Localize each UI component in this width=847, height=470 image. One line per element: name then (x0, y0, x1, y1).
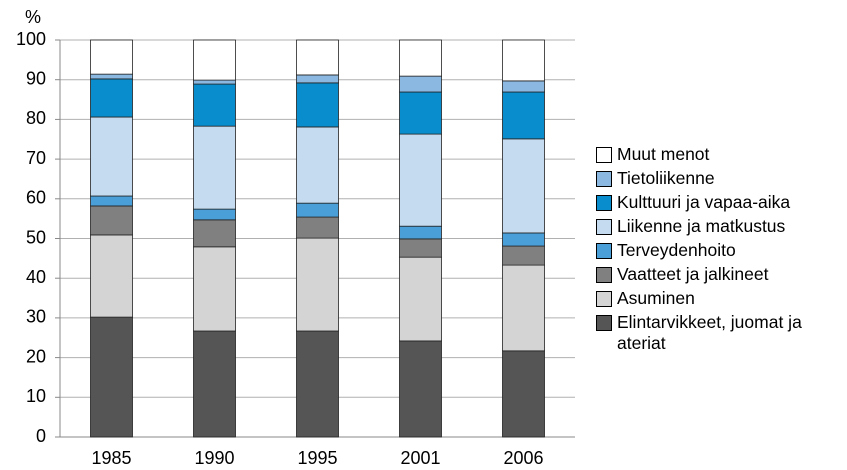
legend-label: Kulttuuri ja vapaa-aika (617, 192, 791, 212)
legend-swatch (596, 171, 612, 187)
legend-swatch (596, 315, 612, 331)
bar-segment (399, 256, 442, 342)
y-tick-label: 70 (26, 148, 46, 168)
bar-segment (502, 91, 545, 140)
y-tick-label: 100 (16, 29, 46, 49)
legend-item: Asuminen (596, 288, 845, 309)
legend-label: Muut menot (617, 144, 710, 164)
legend-label: Elintarvikkeet, juomat ja ateriat (617, 312, 802, 353)
bar-segment (399, 133, 442, 227)
bar-segment (502, 138, 545, 234)
bar-segment (193, 39, 236, 81)
legend-swatch (596, 267, 612, 283)
legend-item: Elintarvikkeet, juomat ja ateriat (596, 312, 845, 354)
legend-swatch (596, 195, 612, 211)
bar-segment (399, 91, 442, 135)
bar-segment (296, 237, 339, 332)
legend-item: Tietoliikenne (596, 168, 845, 189)
bar-segment (296, 74, 339, 84)
y-axis-label: % (25, 7, 41, 27)
x-tick-label: 2001 (400, 448, 440, 468)
legend-item: Liikenne ja matkustus (596, 216, 845, 237)
y-tick-label: 20 (26, 346, 46, 366)
legend-swatch (596, 291, 612, 307)
bar-segment (90, 116, 133, 197)
bar-segment (296, 202, 339, 218)
bar-segment (399, 75, 442, 93)
legend-item: Vaatteet ja jalkineet (596, 264, 845, 285)
y-tick-label: 10 (26, 386, 46, 406)
bar-segment (90, 205, 133, 236)
bar-segment (502, 245, 545, 266)
bar-segment (502, 232, 545, 247)
legend: Muut menot Tietoliikenne Kulttuuri ja vapa… (596, 144, 845, 357)
bar-segment (193, 330, 236, 438)
bar-segment (296, 82, 339, 128)
y-tick-label: 50 (26, 227, 46, 247)
bar-segment (399, 39, 442, 77)
bar-segment (399, 340, 442, 438)
y-tick-label: 90 (26, 68, 46, 88)
bar-segment (502, 264, 545, 352)
x-tick-label: 1990 (194, 448, 234, 468)
legend-item: Muut menot (596, 144, 845, 165)
legend-label: Asuminen (617, 288, 695, 308)
bar-segment (502, 39, 545, 82)
x-tick-label: 2006 (503, 448, 543, 468)
bar-segment (296, 330, 339, 438)
bar-segment (296, 39, 339, 76)
bar-segment (90, 195, 133, 207)
bar-segment (296, 126, 339, 204)
bar-segment (193, 79, 236, 85)
y-tick-label: 60 (26, 188, 46, 208)
bar-segment (193, 125, 236, 210)
legend-label: Vaatteet ja jalkineet (617, 264, 769, 284)
legend-label: Tietoliikenne (617, 168, 715, 188)
y-tick-label: 80 (26, 108, 46, 128)
legend-swatch (596, 147, 612, 163)
bar-segment (90, 78, 133, 118)
bar-segment (502, 80, 545, 93)
legend-label: Terveydenhoito (617, 240, 736, 260)
legend-swatch (596, 243, 612, 259)
legend-label: Liikenne ja matkustus (617, 216, 786, 236)
bar-segment (90, 316, 133, 438)
bar-segment (399, 225, 442, 240)
bar-segment (502, 350, 545, 438)
bar-segment (296, 216, 339, 239)
bar-segment (193, 219, 236, 248)
bar-segment (193, 246, 236, 332)
legend-item: Terveydenhoito (596, 240, 845, 261)
bar-segment (193, 208, 236, 221)
bar-segment (90, 39, 133, 75)
bar-segment (90, 234, 133, 318)
bar-segment (90, 73, 133, 80)
y-tick-label: 0 (36, 426, 46, 446)
bar-segment (193, 83, 236, 127)
y-tick-label: 30 (26, 307, 46, 327)
legend-item: Kulttuuri ja vapaa-aika (596, 192, 845, 213)
bar-segment (399, 238, 442, 258)
legend-swatch (596, 219, 612, 235)
x-tick-label: 1985 (91, 448, 131, 468)
x-tick-label: 1995 (297, 448, 337, 468)
y-tick-label: 40 (26, 267, 46, 287)
